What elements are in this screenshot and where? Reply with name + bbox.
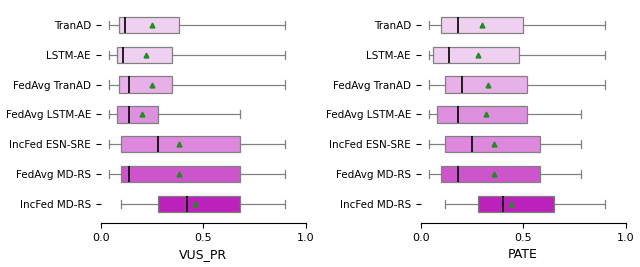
- PathPatch shape: [433, 46, 519, 63]
- PathPatch shape: [121, 166, 240, 182]
- PathPatch shape: [437, 106, 527, 123]
- PathPatch shape: [121, 136, 240, 152]
- PathPatch shape: [445, 76, 527, 93]
- PathPatch shape: [445, 136, 540, 152]
- PathPatch shape: [478, 196, 554, 212]
- PathPatch shape: [119, 76, 172, 93]
- X-axis label: PATE: PATE: [508, 249, 538, 261]
- PathPatch shape: [117, 46, 172, 63]
- PathPatch shape: [117, 106, 158, 123]
- X-axis label: VUS_PR: VUS_PR: [179, 249, 227, 261]
- PathPatch shape: [158, 196, 240, 212]
- PathPatch shape: [441, 166, 540, 182]
- PathPatch shape: [119, 17, 179, 33]
- PathPatch shape: [441, 17, 523, 33]
